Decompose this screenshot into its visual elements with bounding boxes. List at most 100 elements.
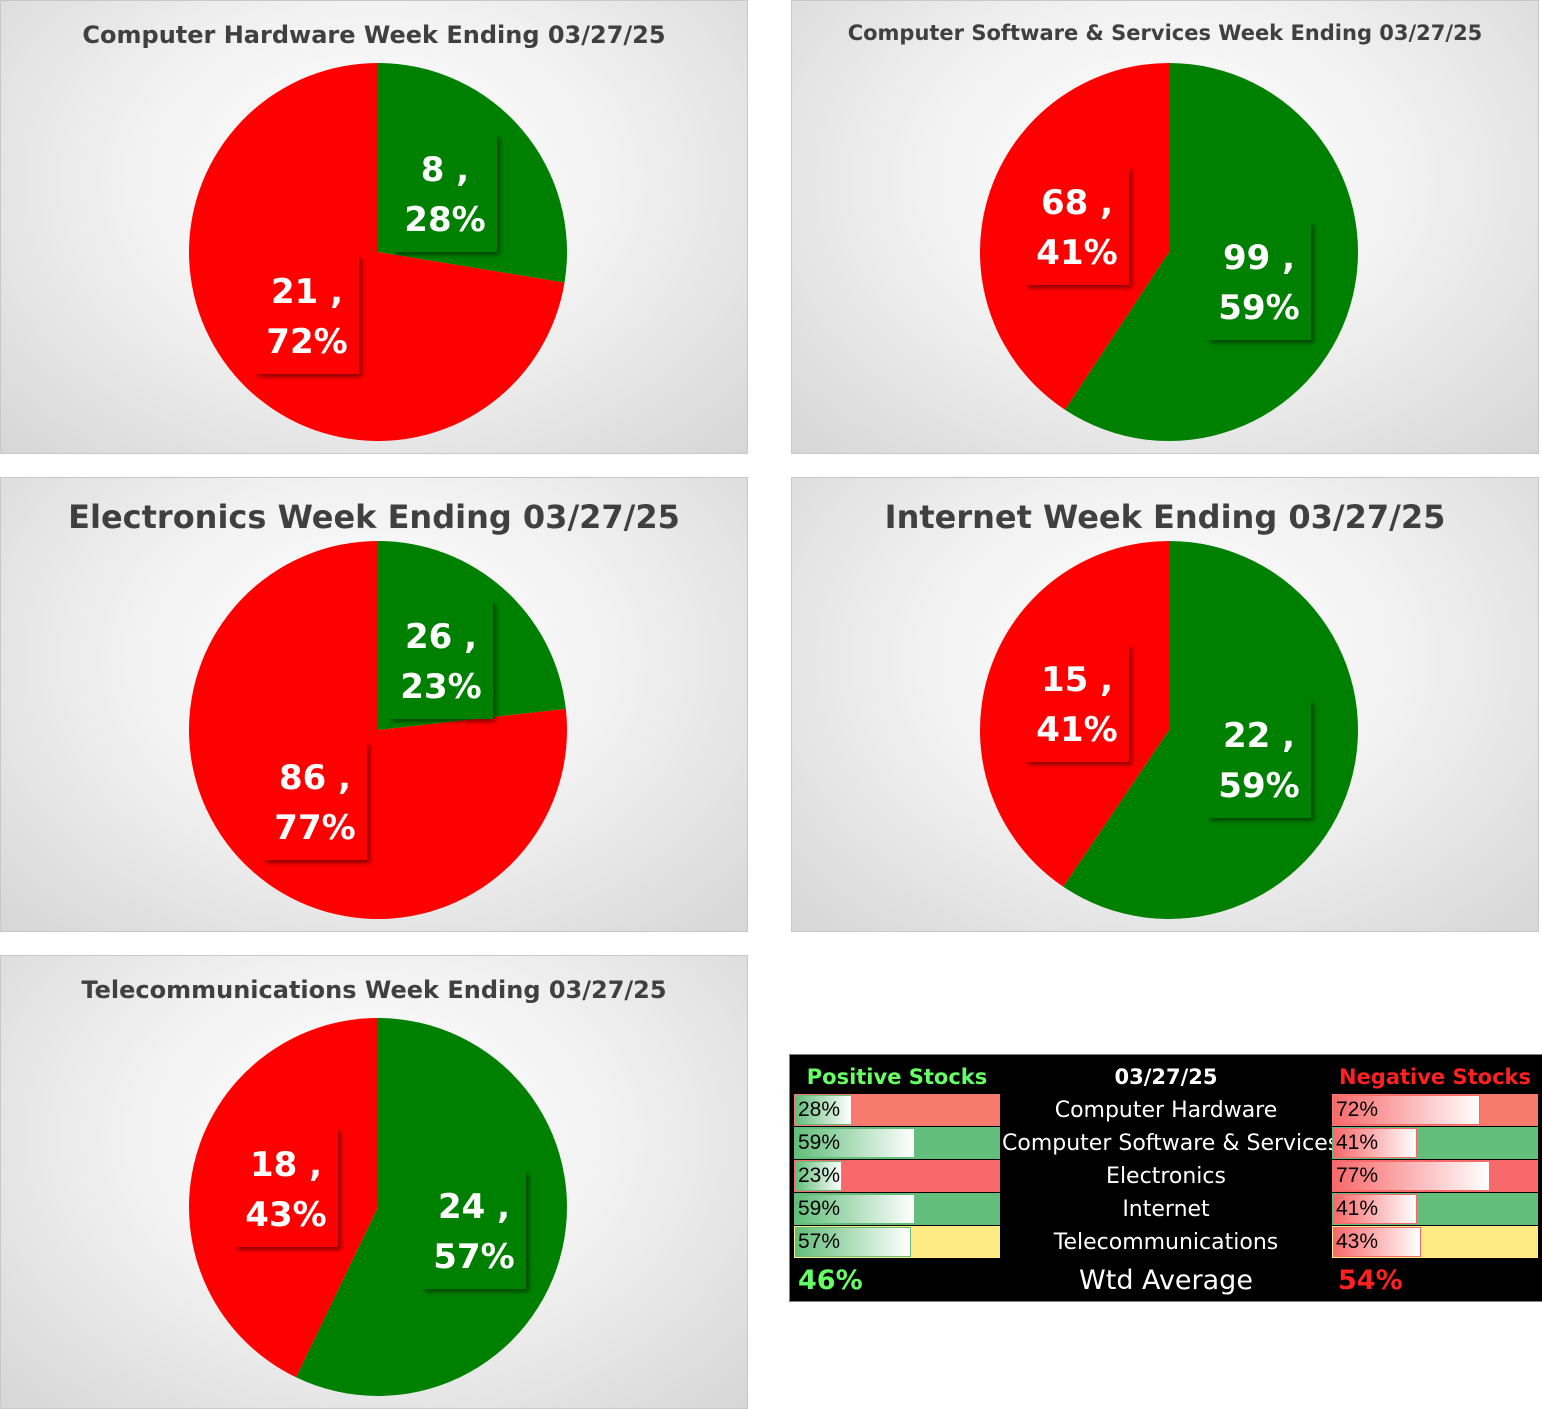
- negative-cell: 43%: [1332, 1226, 1538, 1258]
- negative-data-bar: [1333, 1095, 1480, 1125]
- positive-data-bar: [795, 1161, 842, 1191]
- positive-cell: 59%: [794, 1193, 1000, 1225]
- data-label-percent: 59%: [1218, 766, 1299, 806]
- chart-title: Computer Software & Services Week Ending…: [847, 21, 1483, 45]
- data-label-box: [1207, 222, 1311, 340]
- summary-row-electronics: 23% Electronics 77%: [792, 1160, 1540, 1193]
- data-label-value: 68 ,: [1041, 183, 1113, 223]
- data-label-value: 24 ,: [438, 1187, 510, 1227]
- chart-title: Internet Week Ending 03/27/25: [884, 498, 1446, 536]
- negative-cell: 72%: [1332, 1094, 1538, 1126]
- data-label-value: 21 ,: [271, 272, 343, 312]
- data-label-box: [1025, 167, 1129, 285]
- data-label-percent: 23%: [400, 667, 481, 707]
- sector-name: Electronics: [1106, 1164, 1226, 1189]
- chart-panel-computer-hardware: Computer Hardware Week Ending 03/27/25 8…: [0, 0, 748, 454]
- average-label: Wtd Average: [1079, 1265, 1253, 1296]
- data-label-positive: 8 ,28%: [393, 134, 497, 252]
- data-label-value: 99 ,: [1223, 238, 1295, 278]
- negative-data-bar: [1333, 1227, 1421, 1257]
- positive-cell: 57%: [794, 1226, 1000, 1258]
- summary-table: Positive Stocks % 03/27/25 Negative Stoc…: [789, 1054, 1542, 1302]
- negative-data-bar: [1333, 1194, 1417, 1224]
- chart-panel-electronics: Electronics Week Ending 03/27/25 26 , 23%…: [0, 477, 748, 932]
- data-label-value: 15 ,: [1041, 660, 1113, 700]
- pie-chart: 99 , 59% 68 , 41%: [980, 63, 1358, 441]
- data-label-value: 86 ,: [279, 758, 351, 798]
- chart-panel-computer-software-services: Computer Software & Services Week Ending…: [791, 0, 1539, 454]
- data-label-positive: 26 , 23%: [389, 601, 493, 719]
- data-label-box: [393, 134, 497, 252]
- sector-name: Computer Hardware: [1054, 1098, 1278, 1123]
- chart-title: Computer Hardware Week Ending 03/27/25: [82, 21, 666, 49]
- chart-panel-internet: Internet Week Ending 03/27/25 22 , 59% 15 …: [791, 477, 1539, 932]
- positive-cell: 23%: [794, 1160, 1000, 1192]
- negative-value: 72%: [1336, 1098, 1379, 1121]
- negative-cell: 77%: [1332, 1160, 1538, 1192]
- data-label-percent: 43%: [245, 1195, 326, 1235]
- summary-row-computer-hardware: 28% Computer Hardware 72%: [792, 1094, 1540, 1127]
- positive-value: 57%: [798, 1230, 841, 1253]
- data-label-negative: 21 , 72%: [255, 256, 359, 374]
- data-label-value: 8 ,: [421, 150, 469, 190]
- summary-row-computer-software-services: 59% Computer Software & Services 41%: [792, 1127, 1540, 1160]
- data-label-percent: 28%: [404, 200, 485, 240]
- pie-chart: 24 , 57% 18 , 43%: [189, 1018, 567, 1396]
- data-label-positive: 99 , 59%: [1207, 222, 1311, 340]
- pie-chart: 8 ,28%21 ,72%: [189, 63, 567, 441]
- positive-data-bar: [795, 1095, 852, 1125]
- data-label-negative: 86 , 77%: [263, 742, 367, 860]
- data-label-box: [1207, 700, 1311, 818]
- pie-chart: 22 , 59% 15 , 41%: [980, 541, 1358, 919]
- summary-row-telecommunications: 57% Telecommunications 43%: [792, 1226, 1540, 1259]
- positive-data-bar: [795, 1128, 915, 1158]
- data-label-percent: 57%: [433, 1237, 514, 1277]
- negative-cell: 41%: [1332, 1127, 1538, 1159]
- average-negative: 54%: [1338, 1265, 1403, 1296]
- data-label-box: [422, 1171, 526, 1289]
- data-label-box: [1025, 644, 1129, 762]
- positive-cell: 59%: [794, 1127, 1000, 1159]
- data-label-positive: 24 , 57%: [422, 1171, 526, 1289]
- data-label-negative: 15 , 41%: [1025, 644, 1129, 762]
- negative-value: 77%: [1336, 1164, 1379, 1187]
- positive-value: 23%: [798, 1164, 841, 1187]
- chart-title: Telecommunications Week Ending 03/27/25: [81, 976, 667, 1004]
- data-label-box: [389, 601, 493, 719]
- sector-name: Telecommunications: [1053, 1230, 1279, 1255]
- summary-row-internet: 59% Internet 41%: [792, 1193, 1540, 1226]
- negative-value: 41%: [1336, 1197, 1379, 1220]
- data-label-negative: 68 , 41%: [1025, 167, 1129, 285]
- data-label-box: [255, 256, 359, 374]
- sector-name: Computer Software & Services: [1002, 1131, 1340, 1156]
- data-label-box: [234, 1129, 338, 1247]
- negative-cell: 41%: [1332, 1193, 1538, 1225]
- data-label-percent: 59%: [1218, 288, 1299, 328]
- data-label-negative: 18 , 43%: [234, 1129, 338, 1247]
- positive-value: 59%: [798, 1131, 841, 1154]
- data-label-percent: 41%: [1036, 233, 1117, 273]
- negative-data-bar: [1333, 1161, 1490, 1191]
- summary-header-row: Positive Stocks % 03/27/25 Negative Stoc…: [792, 1061, 1540, 1122]
- chart-panel-telecommunications: Telecommunications Week Ending 03/27/25 …: [0, 955, 748, 1409]
- positive-value: 28%: [798, 1098, 841, 1121]
- sector-name: Internet: [1122, 1197, 1210, 1222]
- data-label-value: 26 ,: [405, 617, 477, 657]
- negative-value: 43%: [1336, 1230, 1379, 1253]
- chart-title: Electronics Week Ending 03/27/25: [68, 498, 680, 536]
- positive-data-bar: [795, 1227, 911, 1257]
- data-label-percent: 72%: [266, 322, 347, 362]
- negative-value: 41%: [1336, 1131, 1379, 1154]
- pie-chart: 26 , 23% 86 , 77%: [188, 541, 568, 919]
- data-label-percent: 77%: [274, 808, 355, 848]
- data-label-box: [263, 742, 367, 860]
- positive-header: Positive Stocks %: [806, 1065, 988, 1122]
- summary-date: 03/27/25: [1114, 1065, 1218, 1089]
- positive-data-bar: [795, 1194, 915, 1224]
- negative-data-bar: [1333, 1128, 1417, 1158]
- summary-average-row: 46% Wtd Average 54%: [792, 1262, 1540, 1300]
- data-label-value: 18 ,: [250, 1145, 322, 1185]
- average-positive: 46%: [798, 1265, 863, 1296]
- positive-cell: 28%: [794, 1094, 1000, 1126]
- data-label-positive: 22 , 59%: [1207, 700, 1311, 818]
